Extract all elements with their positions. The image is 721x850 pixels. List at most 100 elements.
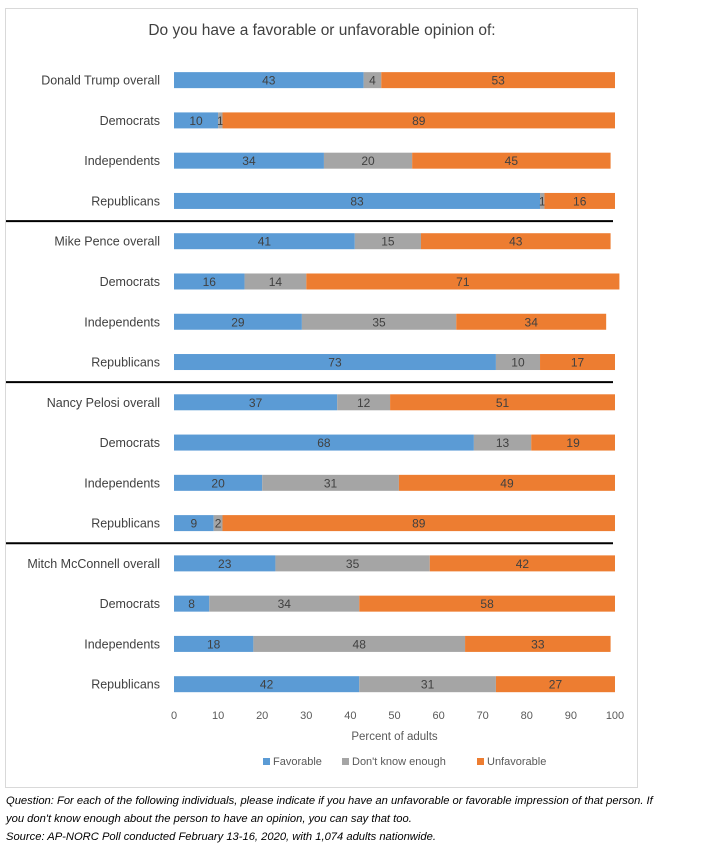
- bar-don-t-know-enough: [363, 72, 382, 89]
- bar-favorable: [174, 72, 364, 89]
- bar-favorable: [174, 394, 338, 411]
- data-label-don-t-know-enough: 1: [539, 194, 546, 208]
- bar-don-t-know-enough: [301, 313, 457, 330]
- data-label-don-t-know-enough: 35: [372, 315, 386, 329]
- data-label-favorable: 20: [211, 476, 225, 490]
- bar-unfavorable: [544, 192, 615, 209]
- bar-don-t-know-enough: [354, 233, 421, 250]
- x-tick-label: 40: [344, 710, 356, 722]
- bar-unfavorable: [456, 313, 607, 330]
- x-tick-label: 90: [565, 710, 577, 722]
- bar-unfavorable: [222, 112, 615, 129]
- data-label-don-t-know-enough: 4: [369, 74, 376, 88]
- bar-favorable: [174, 676, 360, 693]
- legend-swatch: [342, 758, 349, 765]
- data-label-favorable: 9: [191, 517, 198, 531]
- category-label: Independents: [84, 315, 160, 329]
- data-label-unfavorable: 71: [456, 275, 470, 289]
- bar-don-t-know-enough: [337, 394, 391, 411]
- bar-don-t-know-enough: [323, 152, 413, 169]
- data-label-don-t-know-enough: 15: [381, 235, 395, 249]
- bar-favorable: [174, 192, 541, 209]
- data-label-favorable: 18: [207, 637, 221, 651]
- bar-unfavorable: [359, 595, 615, 612]
- bar-favorable: [174, 635, 254, 652]
- bar-don-t-know-enough: [495, 354, 541, 371]
- legend-swatch: [477, 758, 484, 765]
- chart-title: Do you have a favorable or unfavorable o…: [148, 22, 495, 39]
- bar-don-t-know-enough: [473, 434, 532, 451]
- data-label-don-t-know-enough: 34: [278, 597, 292, 611]
- category-label: Independents: [84, 637, 160, 651]
- data-label-unfavorable: 27: [549, 678, 563, 692]
- category-label: Democrats: [100, 597, 160, 611]
- category-label: Nancy Pelosi overall: [47, 396, 160, 410]
- bar-don-t-know-enough: [253, 635, 466, 652]
- bar-favorable: [174, 313, 302, 330]
- data-label-favorable: 16: [203, 275, 217, 289]
- chart-frame: Do you have a favorable or unfavorable o…: [5, 8, 638, 788]
- x-tick-label: 10: [212, 710, 224, 722]
- bar-don-t-know-enough: [209, 595, 360, 612]
- bar-unfavorable: [381, 72, 615, 89]
- data-label-unfavorable: 89: [412, 114, 426, 128]
- data-label-don-t-know-enough: 14: [269, 275, 283, 289]
- data-label-favorable: 23: [218, 557, 232, 571]
- data-label-don-t-know-enough: 35: [346, 557, 360, 571]
- category-label: Mike Pence overall: [54, 235, 160, 249]
- footnote-source: Source: AP-NORC Poll conducted February …: [6, 831, 436, 843]
- category-label: Democrats: [100, 436, 160, 450]
- data-label-unfavorable: 19: [566, 436, 580, 450]
- bar-unfavorable: [306, 273, 620, 290]
- bar-favorable: [174, 434, 474, 451]
- bar-favorable: [174, 474, 263, 491]
- data-label-unfavorable: 51: [496, 396, 510, 410]
- bar-don-t-know-enough: [218, 112, 223, 129]
- x-tick-label: 60: [432, 710, 444, 722]
- category-label: Independents: [84, 154, 160, 168]
- bar-unfavorable: [420, 233, 611, 250]
- bar-favorable: [174, 595, 210, 612]
- x-tick-label: 50: [388, 710, 400, 722]
- data-label-don-t-know-enough: 12: [357, 396, 371, 410]
- data-label-favorable: 29: [231, 315, 245, 329]
- category-label: Democrats: [100, 114, 160, 128]
- x-tick-label: 30: [300, 710, 312, 722]
- footnote-question-line-1: Question: For each of the following indi…: [6, 795, 653, 807]
- legend-label: Favorable: [273, 756, 322, 768]
- legend-label: Unfavorable: [487, 756, 546, 768]
- legend-label: Don't know enough: [352, 756, 446, 768]
- data-label-unfavorable: 16: [573, 194, 587, 208]
- data-label-favorable: 68: [317, 436, 331, 450]
- bar-unfavorable: [465, 635, 611, 652]
- data-label-unfavorable: 43: [509, 235, 523, 249]
- data-label-favorable: 37: [249, 396, 263, 410]
- x-axis-title: Percent of adults: [351, 731, 438, 743]
- data-label-don-t-know-enough: 1: [217, 114, 224, 128]
- category-label: Republicans: [91, 356, 160, 370]
- data-label-favorable: 8: [188, 597, 195, 611]
- bar-unfavorable: [412, 152, 611, 169]
- data-label-don-t-know-enough: 10: [511, 356, 525, 370]
- x-tick-label: 0: [171, 710, 177, 722]
- bar-don-t-know-enough: [540, 192, 545, 209]
- data-label-unfavorable: 34: [525, 315, 539, 329]
- data-label-unfavorable: 58: [480, 597, 494, 611]
- bar-unfavorable: [398, 474, 615, 491]
- bar-don-t-know-enough: [244, 273, 307, 290]
- data-label-unfavorable: 49: [500, 476, 514, 490]
- data-label-favorable: 34: [242, 154, 256, 168]
- bar-don-t-know-enough: [213, 515, 223, 532]
- category-label: Republicans: [91, 678, 160, 692]
- category-label: Donald Trump overall: [41, 74, 160, 88]
- data-label-don-t-know-enough: 48: [353, 637, 367, 651]
- stacked-bar-chart: Do you have a favorable or unfavorable o…: [6, 22, 624, 768]
- bar-unfavorable: [495, 676, 615, 693]
- x-tick-label: 70: [477, 710, 489, 722]
- bar-unfavorable: [531, 434, 615, 451]
- category-label: Republicans: [91, 517, 160, 531]
- x-tick-label: 100: [606, 710, 624, 722]
- data-label-don-t-know-enough: 20: [361, 154, 375, 168]
- bar-favorable: [174, 152, 324, 169]
- data-label-unfavorable: 53: [491, 74, 505, 88]
